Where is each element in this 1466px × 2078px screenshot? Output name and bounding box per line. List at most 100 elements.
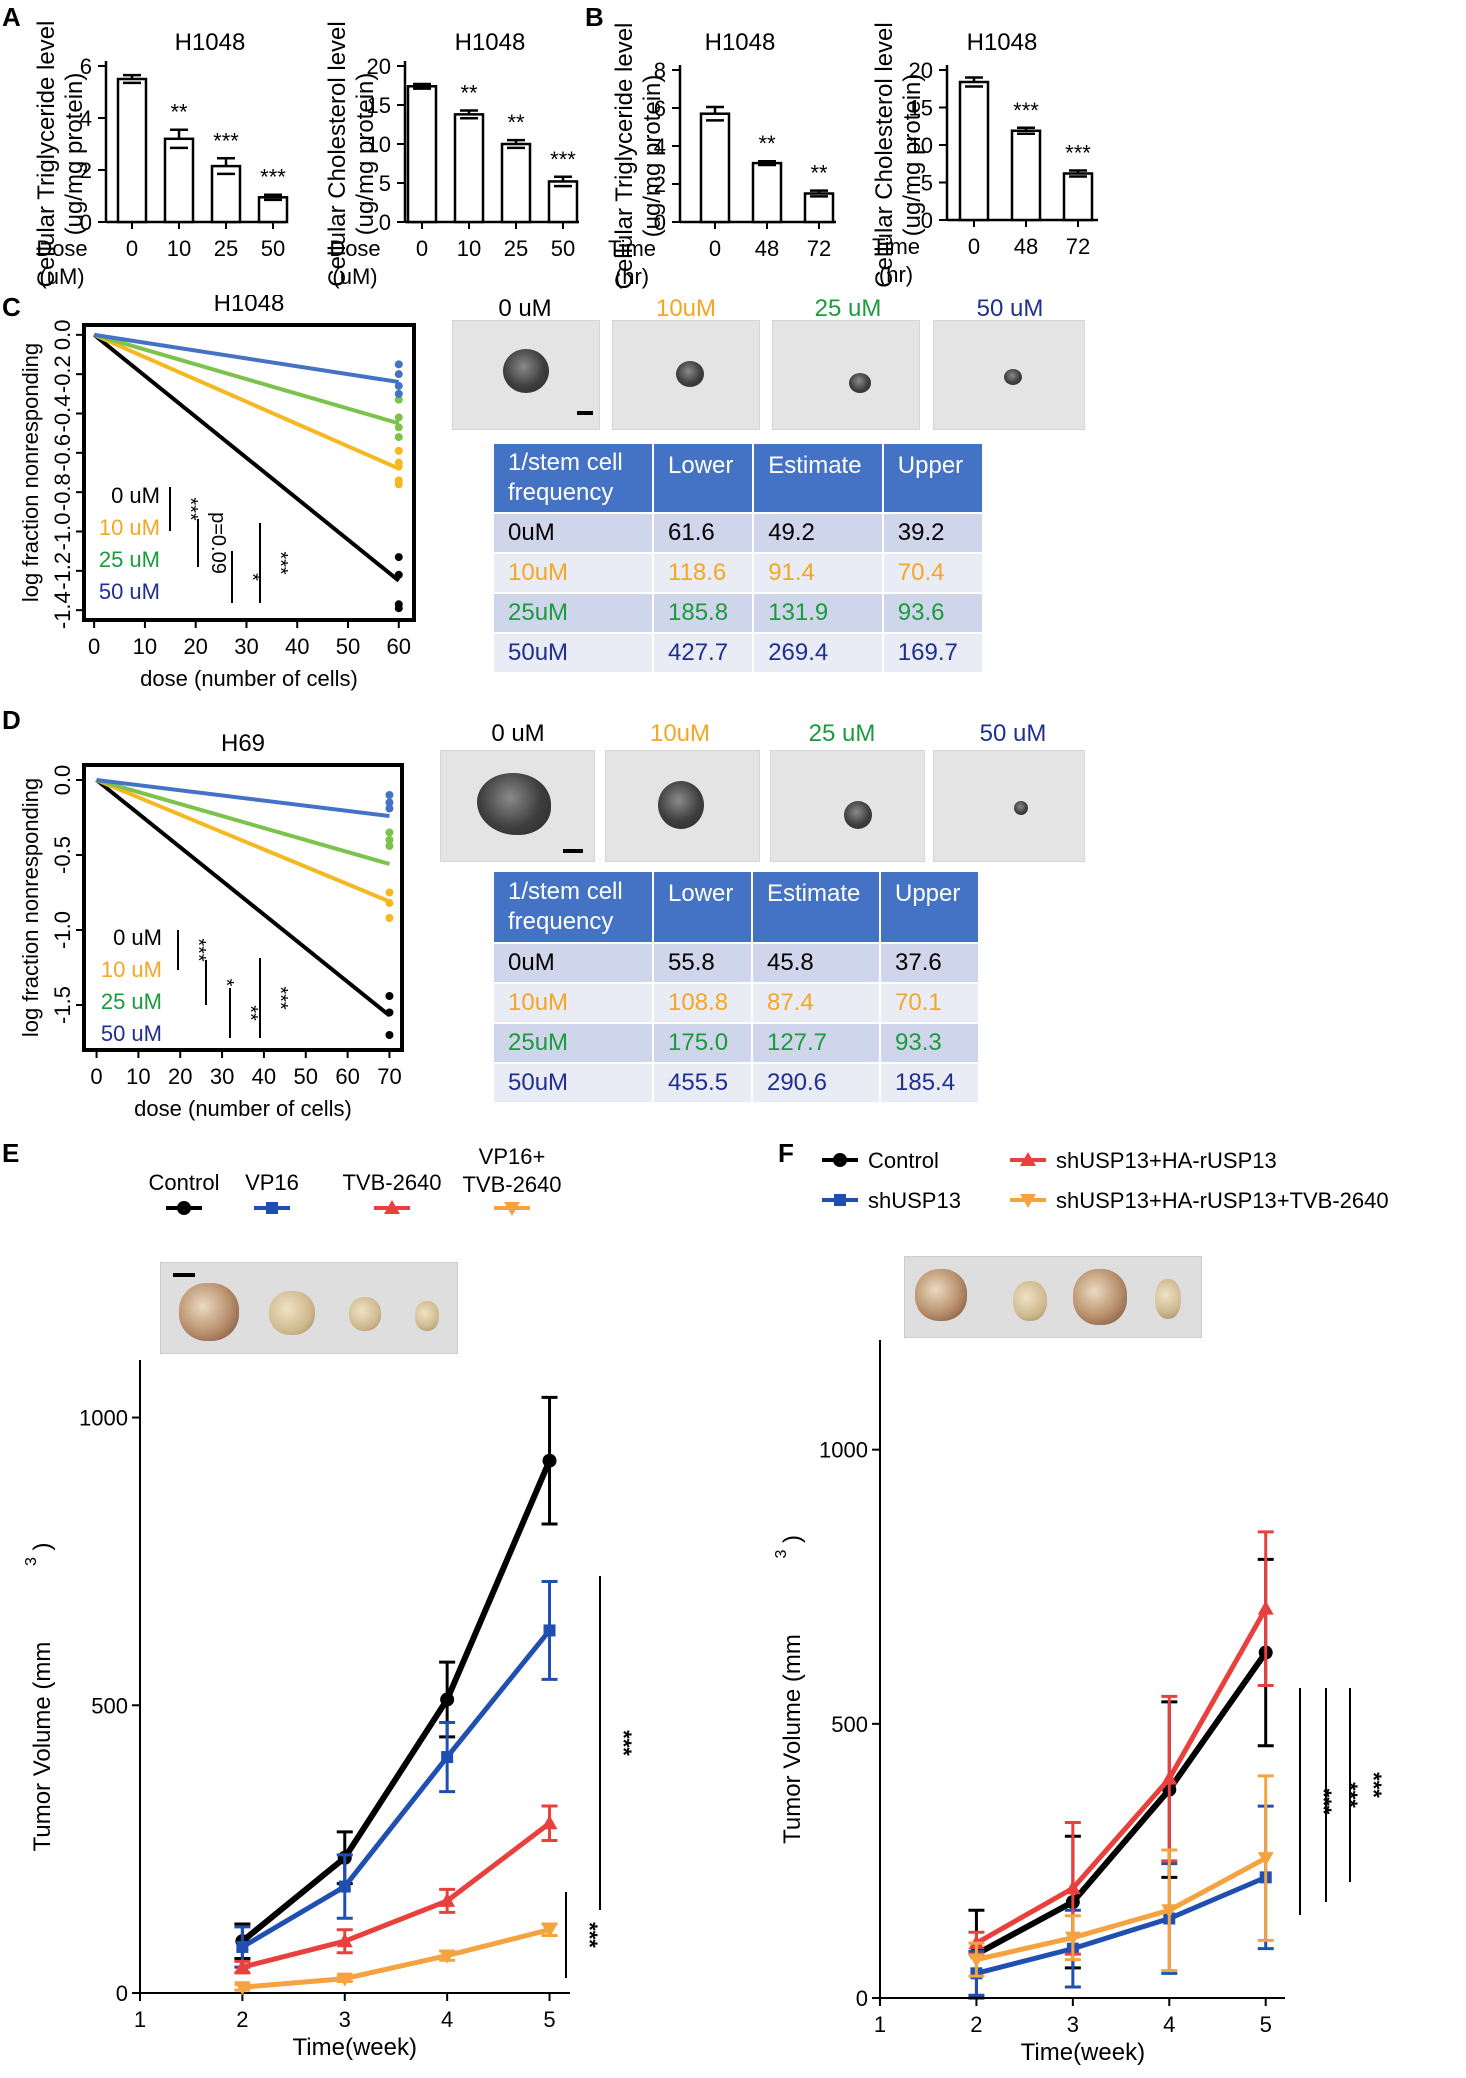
micrograph-d-10um	[605, 750, 760, 862]
legend-item: TVB-2640	[342, 1170, 441, 1195]
legend-item: 25 uM	[101, 989, 162, 1014]
data-point	[394, 433, 403, 442]
y-tick-label: -1.0	[50, 513, 75, 551]
bar	[751, 161, 783, 224]
y-tick-label: 1000	[819, 1438, 868, 1463]
data-point	[541, 1923, 558, 1938]
y-tick-label: 500	[91, 1693, 128, 1718]
y-tick-label: -1.0	[50, 911, 75, 949]
table-cell: 91.4	[752, 552, 884, 594]
line-50um	[93, 332, 400, 385]
table-cell: 131.9	[752, 592, 884, 634]
data-point	[385, 804, 394, 813]
table-c-header-cell: Estimate	[752, 442, 884, 514]
bar	[453, 113, 485, 224]
micrograph-d-50um	[933, 750, 1085, 862]
chart-title: H69	[221, 730, 265, 757]
x-axis-label: Time(week)	[293, 2034, 417, 2061]
chart-title: H1048	[175, 29, 246, 56]
table-c: 1/stem cell frequency Lower Estimate Upp…	[492, 442, 985, 674]
table-cell: 49.2	[752, 512, 884, 554]
significance-label: ***	[1361, 1772, 1386, 1798]
data-point	[504, 1202, 520, 1216]
data-point	[394, 462, 403, 471]
data-point	[394, 604, 403, 613]
table-cell: 127.7	[750, 1022, 882, 1064]
significance-label: ***	[179, 497, 201, 521]
legend-item: 10 uM	[99, 515, 160, 540]
table-cell: 55.8	[652, 942, 753, 984]
x-tick-label: 25	[504, 236, 528, 261]
y-axis-label: log fraction nonresponding	[18, 343, 43, 602]
data-point	[394, 480, 403, 489]
image-label-c-0um: 0 uM	[498, 295, 552, 322]
table-d-header-cell: Estimate	[750, 870, 882, 944]
data-point	[336, 1972, 353, 1987]
x-tick-label: 60	[335, 1064, 359, 1089]
table-row: 0uM 55.8 45.8 37.6	[492, 942, 980, 984]
data-point	[394, 389, 403, 398]
y-tick-label: 0	[116, 1981, 128, 2006]
y-tick-label: 0	[654, 210, 666, 235]
significance-label: *	[241, 573, 263, 581]
x-axis-label: (uM)	[39, 264, 84, 289]
x-tick-label: 3	[1067, 2012, 1079, 2037]
significance-label: ***	[611, 1730, 636, 1756]
y-axis-label-sup: 3	[773, 1549, 790, 1558]
micrograph-d-0um	[440, 750, 595, 862]
chart-title: H1048	[705, 29, 776, 56]
significance-label: ***	[550, 147, 576, 172]
data-point	[394, 395, 403, 404]
data-point	[394, 446, 403, 455]
x-tick-label: 0	[968, 234, 980, 259]
y-tick-label: 10	[909, 133, 933, 158]
y-axis-label: Cellular Cholesterol level	[871, 22, 898, 287]
table-cell: 93.6	[881, 592, 985, 634]
data-point	[385, 888, 394, 897]
x-tick-label: 4	[1163, 2012, 1175, 2037]
x-tick-label: 30	[210, 1064, 234, 1089]
y-tick-label: 20	[367, 54, 391, 79]
legend-item: VP16+	[479, 1144, 546, 1169]
chart-title: H1048	[214, 295, 285, 317]
y-tick-label: 5	[379, 171, 391, 196]
significance-label: ***	[577, 1922, 602, 1948]
data-point	[234, 1959, 251, 1974]
y-tick-label: 0.0	[50, 765, 75, 796]
x-tick-label: 40	[252, 1064, 276, 1089]
legend-item: Control	[149, 1170, 220, 1195]
table-cell: 10uM	[492, 552, 654, 594]
x-axis-label: Time(week)	[1021, 2039, 1145, 2066]
data-point	[1161, 1770, 1178, 1785]
bar	[803, 192, 835, 224]
table-cell: 455.5	[652, 1062, 753, 1104]
data-point	[543, 1624, 556, 1637]
data-point	[1257, 1600, 1274, 1615]
y-axis-label: (ug/mg protein)	[899, 74, 926, 237]
table-cell: 45.8	[750, 942, 882, 984]
significance-label: **	[460, 80, 478, 105]
chart-b-cholesterol: H1048 Cellular Cholesterol level (ug/mg pr…	[871, 22, 1098, 288]
image-label-d-50um: 50 uM	[979, 720, 1047, 747]
data-point	[542, 1453, 557, 1468]
table-cell: 61.6	[651, 512, 755, 554]
bar	[547, 180, 579, 224]
table-cell: 37.6	[879, 942, 980, 984]
legend-item: 50 uM	[99, 579, 160, 604]
x-tick-label: 2	[236, 2007, 248, 2032]
y-tick-label: 15	[909, 96, 933, 121]
y-tick-label: 4	[80, 106, 92, 131]
chart-f-tumor-volume: 0 500 1000 1 2 3 4 5 Time(week) Tumor Volume (mm 3…	[773, 1148, 1389, 2066]
x-axis-label: Dose	[329, 236, 380, 261]
legend-item: shUSP13+HA-rUSP13	[1056, 1148, 1277, 1173]
y-tick-label: -1.2	[50, 552, 75, 590]
data-point	[266, 1202, 278, 1214]
legend-item: 10 uM	[101, 957, 162, 982]
plot-frame	[82, 323, 416, 622]
chart-e-tumor-volume: 0 500 1000 1 2 3 4 5 Time(week) Tumor Volume (mm 3…	[23, 1144, 636, 2061]
x-tick-label: 50	[294, 1064, 318, 1089]
bar	[163, 137, 195, 224]
x-tick-label: 0	[88, 634, 100, 659]
table-cell: 70.4	[881, 552, 985, 594]
